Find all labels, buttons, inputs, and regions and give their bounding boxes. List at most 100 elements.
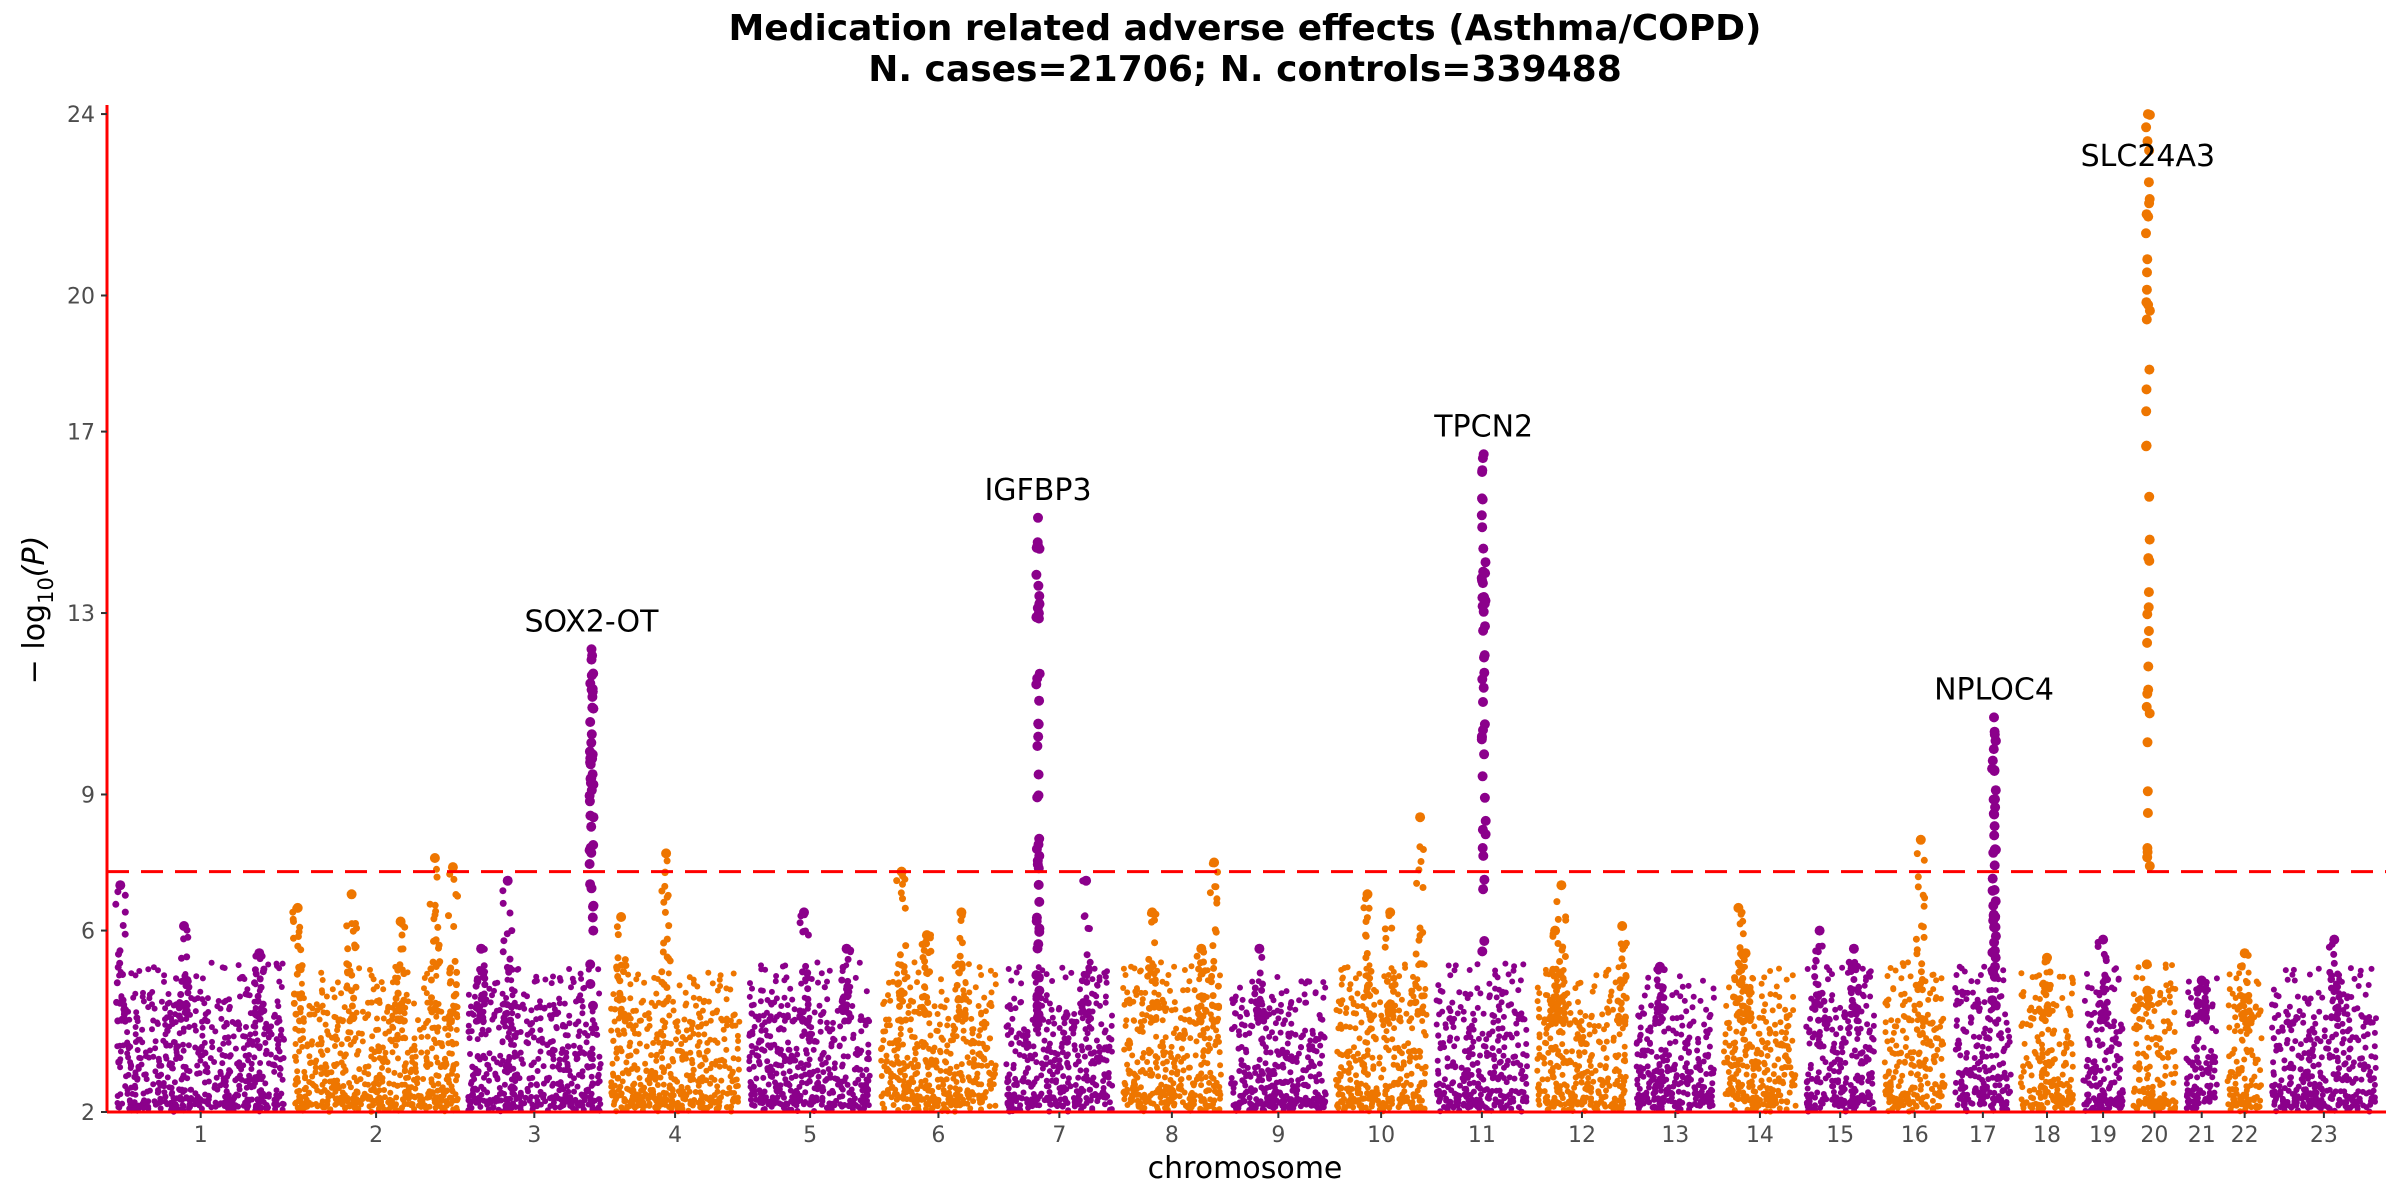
snp-point bbox=[1021, 1053, 1028, 1060]
snp-point bbox=[988, 989, 995, 996]
snp-point bbox=[557, 977, 564, 984]
snp-point bbox=[147, 1047, 153, 1054]
snp-point bbox=[1157, 1094, 1164, 1101]
snp-point bbox=[1217, 972, 1223, 979]
snp-point bbox=[987, 1035, 994, 1042]
snp-point bbox=[164, 1000, 171, 1007]
snp-point bbox=[653, 1057, 660, 1064]
snp-point bbox=[755, 1039, 762, 1046]
snp-point bbox=[125, 1071, 132, 1078]
snp-point bbox=[1433, 1021, 1440, 1028]
snp-point bbox=[319, 989, 326, 996]
snp-point bbox=[306, 1053, 313, 1060]
snp-point bbox=[1452, 962, 1459, 969]
snp-point bbox=[588, 1055, 595, 1062]
snp-point bbox=[302, 1075, 308, 1082]
snp-point bbox=[928, 1096, 935, 1103]
snp-point bbox=[1422, 986, 1429, 992]
snp-point bbox=[1298, 1034, 1305, 1041]
snp-point bbox=[239, 973, 246, 980]
snp-point bbox=[306, 1002, 313, 1009]
snp-point bbox=[701, 997, 708, 1004]
snp-point bbox=[1013, 1082, 1020, 1089]
snp-point bbox=[1089, 1105, 1096, 1112]
snp-point bbox=[537, 1048, 544, 1055]
snp-point bbox=[365, 999, 371, 1006]
snp-point bbox=[507, 1095, 514, 1102]
snp-point bbox=[734, 1045, 741, 1052]
snp-point bbox=[1394, 1081, 1401, 1088]
snp-point bbox=[1124, 989, 1131, 996]
snp-point bbox=[1070, 1095, 1077, 1101]
snp-point bbox=[241, 1091, 248, 1098]
snp-point bbox=[1252, 1064, 1258, 1071]
snp-point bbox=[469, 1090, 476, 1097]
snp-point bbox=[1421, 1081, 1428, 1088]
snp-point bbox=[1055, 1006, 1062, 1013]
snp-point bbox=[468, 1028, 475, 1035]
snp-point bbox=[1161, 1074, 1168, 1081]
snp-point bbox=[1436, 1098, 1442, 1105]
snp-point bbox=[781, 977, 788, 984]
snp-point bbox=[374, 983, 380, 990]
snp-point bbox=[1610, 1006, 1616, 1013]
snp-point bbox=[620, 1027, 627, 1034]
snp-point bbox=[1515, 1016, 1522, 1023]
snp-point bbox=[839, 1093, 846, 1100]
snp-point bbox=[729, 1078, 736, 1085]
snp-point bbox=[1306, 1042, 1313, 1049]
snp-point bbox=[275, 1003, 282, 1010]
snp-point bbox=[401, 1010, 408, 1017]
snp-point bbox=[429, 1025, 436, 1031]
snp-point bbox=[1353, 1079, 1360, 1086]
snp-point bbox=[1477, 990, 1484, 997]
snp-point bbox=[522, 1094, 529, 1101]
snp-point bbox=[575, 1071, 582, 1078]
snp-point bbox=[1410, 1093, 1417, 1100]
snp-point bbox=[485, 1027, 492, 1034]
snp-point bbox=[433, 972, 440, 979]
snp-point bbox=[1205, 1041, 1212, 1048]
snp-point bbox=[508, 1083, 515, 1090]
snp-point bbox=[421, 975, 428, 981]
snp-point bbox=[173, 975, 179, 982]
snp-point bbox=[518, 1099, 525, 1106]
snp-point bbox=[1217, 1062, 1224, 1069]
snp-point bbox=[132, 1074, 139, 1081]
snp-point bbox=[161, 978, 167, 985]
snp-point bbox=[1621, 1043, 1628, 1050]
snp-point bbox=[729, 1070, 736, 1077]
snp-point bbox=[506, 1029, 512, 1036]
snp-point bbox=[1605, 966, 1612, 973]
snp-point bbox=[1121, 1096, 1128, 1103]
snp-point bbox=[1160, 1000, 1167, 1007]
snp-point bbox=[549, 1063, 556, 1070]
snp-point bbox=[1185, 1006, 1192, 1013]
snp-point bbox=[689, 1019, 696, 1026]
snp-point bbox=[1385, 1095, 1392, 1102]
snp-point bbox=[1409, 1025, 1416, 1032]
snp-point bbox=[1246, 1030, 1253, 1037]
snp-point bbox=[1547, 1035, 1554, 1042]
snp-point bbox=[554, 1063, 561, 1070]
snp-point bbox=[280, 1101, 287, 1108]
snp-point bbox=[1027, 1052, 1034, 1059]
snp-point bbox=[566, 1012, 573, 1019]
snp-point bbox=[576, 1028, 583, 1035]
snp-point bbox=[139, 1026, 146, 1033]
snp-point bbox=[191, 996, 198, 1003]
snp-point bbox=[1335, 998, 1342, 1005]
snp-point bbox=[1493, 994, 1500, 1001]
snp-point bbox=[642, 1060, 649, 1067]
snp-point bbox=[897, 1031, 904, 1038]
snp-point bbox=[424, 999, 431, 1006]
snp-point bbox=[124, 1090, 131, 1097]
snp-point bbox=[1543, 1040, 1550, 1047]
snp-point bbox=[143, 1053, 149, 1060]
snp-point bbox=[1271, 1084, 1278, 1091]
snp-point bbox=[412, 1053, 419, 1060]
snp-point bbox=[277, 1065, 284, 1072]
snp-point bbox=[1474, 1004, 1481, 1011]
snp-point bbox=[1210, 1082, 1217, 1089]
snp-point bbox=[1500, 1013, 1507, 1020]
